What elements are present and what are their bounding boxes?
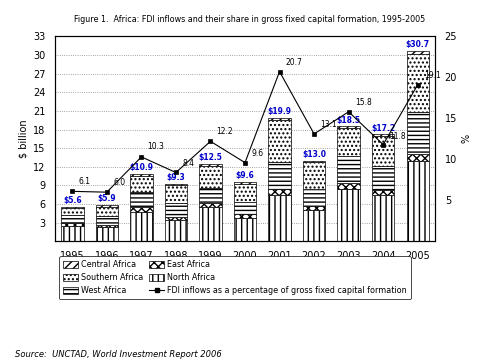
Bar xyxy=(338,126,360,128)
Text: 11.8: 11.8 xyxy=(390,132,406,141)
Bar xyxy=(234,202,256,214)
Legend: Central Africa, Southern Africa, West Africa, East Africa, North Africa, FDI inf: Central Africa, Southern Africa, West Af… xyxy=(59,256,411,299)
Text: $18.5: $18.5 xyxy=(336,115,360,125)
Text: $5.6: $5.6 xyxy=(63,196,82,205)
Bar xyxy=(303,160,326,163)
Bar xyxy=(268,195,291,241)
Bar xyxy=(406,154,429,160)
Bar xyxy=(234,218,256,241)
Bar xyxy=(96,207,118,216)
Bar xyxy=(96,225,118,227)
Bar xyxy=(303,206,326,210)
Text: 8.4: 8.4 xyxy=(182,159,194,168)
Bar xyxy=(303,163,326,188)
Text: $19.9: $19.9 xyxy=(268,107,291,116)
Bar xyxy=(372,195,394,241)
Text: $10.9: $10.9 xyxy=(130,163,154,172)
Text: 6.0: 6.0 xyxy=(113,178,125,187)
Bar xyxy=(406,112,429,154)
Text: $30.7: $30.7 xyxy=(406,40,430,49)
Bar xyxy=(130,192,152,207)
Text: 15.8: 15.8 xyxy=(355,98,372,107)
Bar xyxy=(199,203,222,207)
Bar xyxy=(61,223,84,226)
Bar xyxy=(406,50,429,54)
Bar xyxy=(372,135,394,136)
Bar xyxy=(303,188,326,206)
Bar xyxy=(406,160,429,241)
Bar xyxy=(372,136,394,166)
Bar xyxy=(130,174,152,176)
Bar xyxy=(199,164,222,166)
Text: $5.9: $5.9 xyxy=(98,194,116,203)
Bar xyxy=(338,128,360,156)
Bar xyxy=(199,166,222,188)
Bar xyxy=(96,216,118,225)
Bar xyxy=(303,210,326,241)
Bar xyxy=(199,188,222,203)
Bar xyxy=(164,185,187,204)
Text: $9.6: $9.6 xyxy=(236,171,255,180)
Bar xyxy=(61,207,84,208)
Bar xyxy=(338,183,360,188)
Bar xyxy=(338,156,360,183)
Bar xyxy=(164,184,187,185)
Bar xyxy=(372,190,394,195)
Text: 19.1: 19.1 xyxy=(424,71,440,80)
Text: 10.3: 10.3 xyxy=(148,142,164,151)
Text: 13.1: 13.1 xyxy=(320,120,337,129)
Text: $13.0: $13.0 xyxy=(302,150,326,159)
Bar xyxy=(164,217,187,220)
Text: Figure 1.  Africa: FDI inflows and their share in gross fixed capital formation,: Figure 1. Africa: FDI inflows and their … xyxy=(74,15,426,24)
Bar xyxy=(164,220,187,241)
Bar xyxy=(164,204,187,217)
Bar xyxy=(268,118,291,120)
Bar xyxy=(61,226,84,241)
Text: 6.1: 6.1 xyxy=(78,178,90,187)
Bar xyxy=(406,54,429,112)
Y-axis label: $ billion: $ billion xyxy=(18,119,28,158)
Text: $12.5: $12.5 xyxy=(198,153,222,162)
Bar xyxy=(130,212,152,241)
Bar xyxy=(199,207,222,241)
Bar xyxy=(372,166,394,190)
Text: $17.2: $17.2 xyxy=(371,124,395,132)
Text: 20.7: 20.7 xyxy=(286,58,302,67)
Bar xyxy=(96,205,118,207)
Bar xyxy=(268,189,291,195)
Bar xyxy=(234,214,256,218)
Bar xyxy=(268,163,291,189)
Bar xyxy=(234,182,256,184)
Text: $9.3: $9.3 xyxy=(166,173,186,182)
Bar xyxy=(96,227,118,241)
Bar xyxy=(234,184,256,202)
Text: 12.2: 12.2 xyxy=(216,127,234,136)
Bar xyxy=(338,188,360,241)
Y-axis label: %: % xyxy=(462,134,471,143)
Bar xyxy=(61,208,84,215)
Text: Source:  UNCTAD, World Investment Report 2006: Source: UNCTAD, World Investment Report … xyxy=(15,350,222,359)
Bar xyxy=(61,215,84,223)
Bar xyxy=(268,120,291,163)
Text: 9.6: 9.6 xyxy=(251,149,264,158)
Bar xyxy=(130,207,152,212)
Bar xyxy=(130,176,152,192)
